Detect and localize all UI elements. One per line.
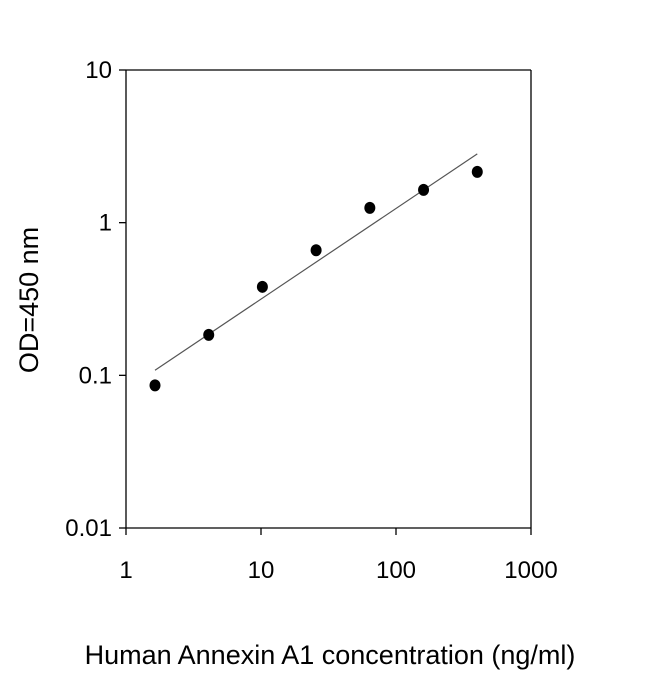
data-point (203, 328, 215, 341)
axes (125, 69, 532, 529)
x-axis-label: Human Annexin A1 concentration (ng/ml) (85, 640, 576, 670)
y-axis-label: OD=450 nm (14, 227, 44, 373)
y-tick-label: 1 (99, 210, 112, 237)
x-tick-label: 1 (119, 557, 132, 584)
ticks: 1 10 100 1000 0.01 0.1 1 10 (65, 57, 557, 584)
x-tick-label: 1000 (504, 557, 557, 584)
y-tick-label: 10 (85, 57, 112, 84)
data-point (471, 165, 483, 178)
data-point (256, 280, 268, 293)
data-points (149, 165, 483, 392)
trendline (154, 153, 478, 371)
x-tick-label: 100 (376, 557, 416, 584)
data-point (364, 201, 376, 214)
trendline-group (154, 153, 478, 371)
y-tick-label: 0.1 (79, 362, 112, 389)
data-point (418, 183, 430, 196)
data-point (310, 244, 322, 257)
x-tick-label: 10 (248, 557, 275, 584)
y-tick-label: 0.01 (65, 515, 112, 542)
data-point (149, 379, 161, 392)
